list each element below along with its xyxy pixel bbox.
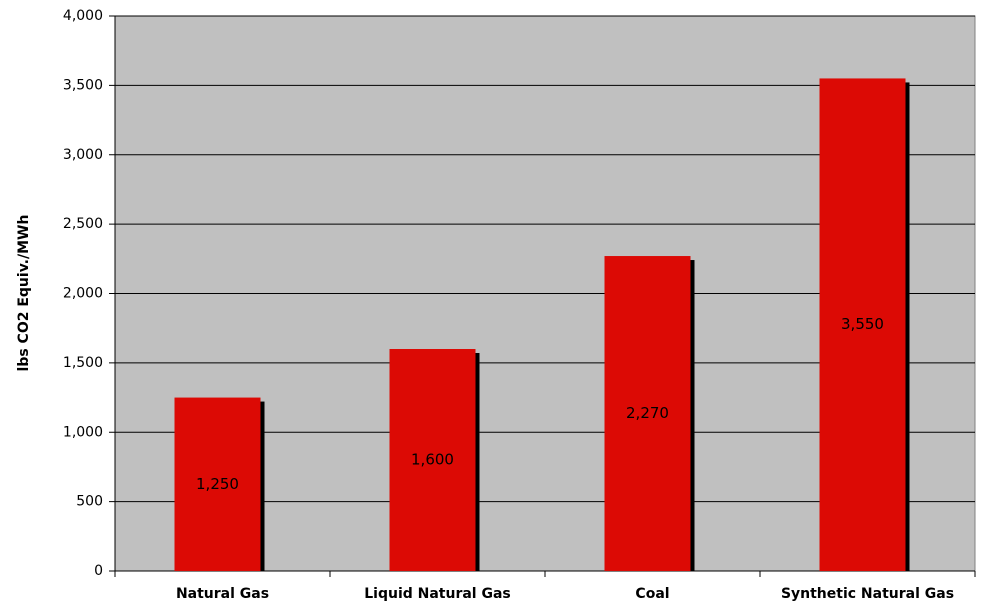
bars [174, 78, 910, 571]
data-labels: 1,250 1,600 2,270 3,550 [196, 315, 884, 493]
bar [604, 256, 691, 571]
y-tick-label: 3,000 [63, 147, 103, 163]
y-tick-label: 4,000 [63, 8, 103, 24]
category-label: Coal [635, 586, 669, 602]
data-label: 3,550 [841, 315, 884, 333]
y-tick-label: 2,000 [63, 286, 103, 302]
bar [174, 397, 261, 571]
y-tick-label: 3,500 [63, 77, 103, 93]
y-tick-label: 500 [76, 494, 103, 510]
y-axis-title: lbs CO2 Equiv./MWh [16, 215, 32, 372]
bar [389, 349, 476, 571]
data-label: 1,600 [411, 451, 454, 469]
category-label: Natural Gas [176, 586, 269, 602]
bar [819, 78, 906, 571]
data-label: 1,250 [196, 475, 239, 493]
category-label: Synthetic Natural Gas [781, 586, 954, 602]
y-tick-label: 1,000 [63, 424, 103, 440]
y-tick-label: 1,500 [63, 355, 103, 371]
y-tick-label: 0 [94, 563, 103, 579]
data-label: 2,270 [626, 404, 669, 422]
category-label: Liquid Natural Gas [364, 586, 511, 602]
category-labels: Natural Gas Liquid Natural Gas Coal Synthet… [176, 586, 954, 602]
y-tick-label: 2,500 [63, 216, 103, 232]
y-tick-labels: 0 500 1,000 1,500 2,000 2,500 3,000 3,500 4,000 [63, 8, 103, 579]
